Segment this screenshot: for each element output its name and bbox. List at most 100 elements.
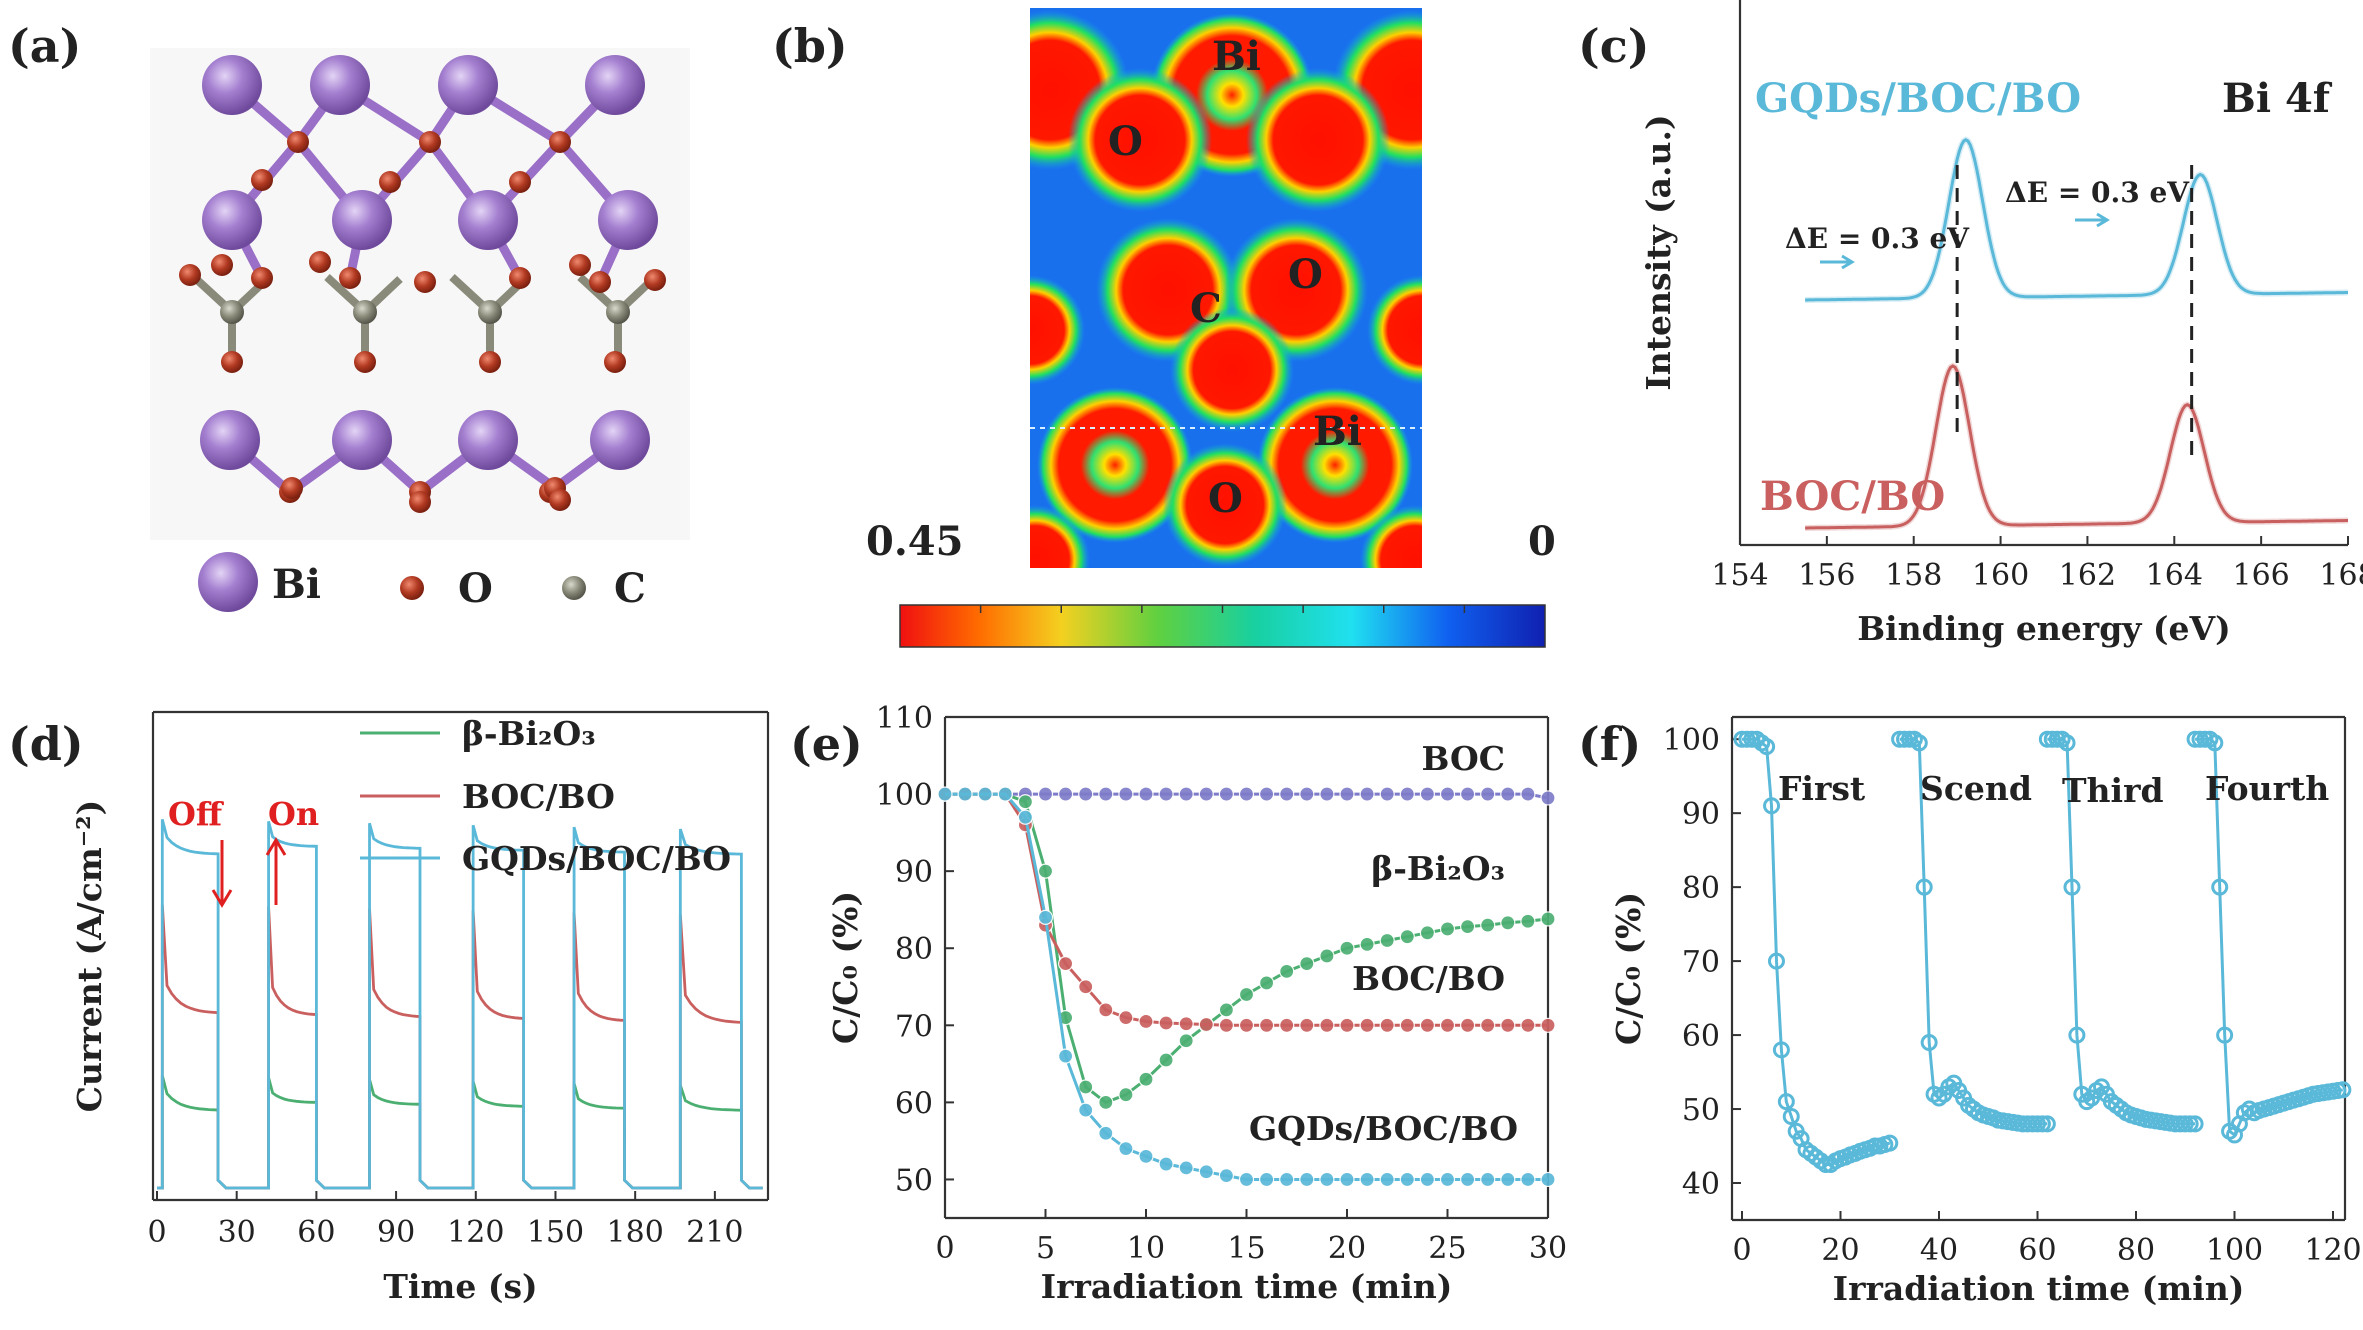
density-label-o-left: O: [1108, 118, 1143, 165]
data-point: [1057, 956, 1074, 972]
y-tick-label: 60: [895, 1086, 933, 1121]
o-atom: [339, 267, 361, 289]
data-point: [1419, 1171, 1436, 1188]
o-atom: [221, 351, 243, 373]
legend-c-label: C: [614, 565, 646, 612]
data-point: [1098, 1094, 1114, 1110]
data-point: [1158, 1156, 1174, 1172]
o-atom: [569, 254, 591, 276]
density-label-o-right: O: [1288, 251, 1323, 298]
data-point: [1258, 975, 1275, 991]
o-atom: [287, 131, 309, 153]
o-atom: [414, 271, 436, 293]
o-atom: [604, 351, 626, 373]
cycle-label-0: First: [1778, 769, 1866, 808]
panel-label-a: (a): [8, 19, 81, 73]
shift-arrow-icon: [1820, 254, 1855, 270]
data-point: [1299, 956, 1315, 972]
panel-label-f: (f): [1578, 717, 1641, 771]
x-tick-label: 154: [1711, 558, 1768, 593]
bi-atom: [310, 55, 370, 115]
data-point: [1777, 1093, 1795, 1111]
data-point: [1238, 1171, 1255, 1188]
bi-atom: [458, 410, 518, 470]
data-point: [1439, 921, 1456, 937]
data-point: [2038, 1115, 2056, 1133]
data-point: [1118, 1141, 1134, 1157]
c-atom: [220, 300, 244, 324]
data-point: [1763, 797, 1781, 815]
o-atom: [251, 169, 273, 191]
data-point: [1500, 1017, 1516, 1033]
data-point: [1459, 919, 1476, 935]
data-point: [1399, 929, 1415, 945]
data-point: [1198, 1016, 1214, 1033]
data-point: [1279, 963, 1295, 979]
atom-legend: Bi O C: [198, 552, 646, 612]
data-point: [1767, 952, 1785, 970]
xps-curve-0: [1805, 138, 2348, 302]
series-label-1: β-Bi₂O₃: [1371, 849, 1505, 888]
data-point: [1037, 863, 1054, 879]
x-tick-label: 15: [1227, 1231, 1265, 1266]
color-scale-ticks: [979, 605, 1466, 613]
delta-e-annotation-1: ΔE = 0.3 eV: [1785, 222, 1970, 255]
o-atom: [644, 269, 666, 291]
data-point: [1910, 734, 1928, 752]
data-point: [957, 786, 973, 802]
shift-arrow-icon: [2075, 212, 2110, 228]
data-point: [977, 786, 993, 802]
data-point: [1738, 730, 1756, 748]
on-annotation: On: [268, 795, 319, 833]
data-point: [1158, 786, 1174, 802]
data-point: [1218, 1002, 1235, 1018]
xps-curve-1: [1805, 364, 2348, 530]
x-tick-label: 162: [2059, 558, 2116, 593]
y-tick-label: 80: [895, 932, 933, 967]
data-point: [1178, 1033, 1194, 1049]
data-point: [1118, 786, 1134, 802]
data-point: [1339, 786, 1355, 802]
data-point: [1319, 1017, 1335, 1033]
data-point: [2029, 1115, 2046, 1133]
y-axis-title: Intensity (a.u.): [1639, 114, 1678, 390]
data-point: [1379, 932, 1395, 949]
y-axis-title: Current (A/cm⁻²): [70, 800, 109, 1113]
data-point: [1500, 915, 1516, 931]
x-tick-label: 100: [2206, 1233, 2263, 1268]
scale-max-label: 0.45: [866, 518, 963, 565]
data-point: [2216, 1026, 2234, 1044]
data-point: [1480, 1171, 1496, 1188]
data-point: [1359, 1171, 1375, 1188]
data-point: [2068, 1026, 2086, 1044]
y-tick-label: 70: [895, 1009, 933, 1044]
data-point: [1339, 940, 1355, 956]
data-point: [997, 786, 1013, 802]
bi-atom: [585, 55, 645, 115]
data-point: [1017, 794, 1034, 810]
data-point: [1037, 909, 1054, 926]
data-point: [1078, 1079, 1094, 1095]
o-atom: [211, 254, 233, 276]
legend-o-label: O: [458, 565, 493, 612]
x-tick-label: 30: [218, 1215, 256, 1250]
delta-e-annotation-2: ΔE = 0.3 eV: [2005, 176, 2190, 209]
data-point: [1419, 786, 1436, 802]
series-label-3: GQDs/BOC/BO: [1249, 1109, 1518, 1148]
data-point: [1480, 917, 1496, 933]
chart-e: 0 5 10 15 20 25 30 50 60 70 80 90 100 110 Irradiation …: [826, 701, 1567, 1306]
panel-e: (e) 0 5 10 15 20 25 30 50 60 70 80 90 100 110 Irradiat…: [790, 701, 1567, 1306]
data-point: [1238, 1017, 1255, 1033]
x-axis-title: Irradiation time (min): [1041, 1267, 1453, 1306]
chart-d: 0 30 60 90 120 150 180 210 Time (s) Current (A/cm…: [70, 710, 770, 1306]
data-point: [1459, 1171, 1476, 1188]
data-point: [1279, 1017, 1295, 1033]
data-point: [1118, 1009, 1134, 1026]
data-point: [1299, 1171, 1315, 1188]
x-axis-title: Binding energy (eV): [1857, 609, 2231, 648]
o-atom: [509, 171, 531, 193]
legend-label-1: BOC/BO: [462, 777, 615, 816]
panel-c: (c) 154 156 158 160 162 164 166 168 Binding ener…: [1578, 0, 2363, 648]
o-atom: [309, 251, 331, 273]
data-point: [1078, 786, 1094, 802]
